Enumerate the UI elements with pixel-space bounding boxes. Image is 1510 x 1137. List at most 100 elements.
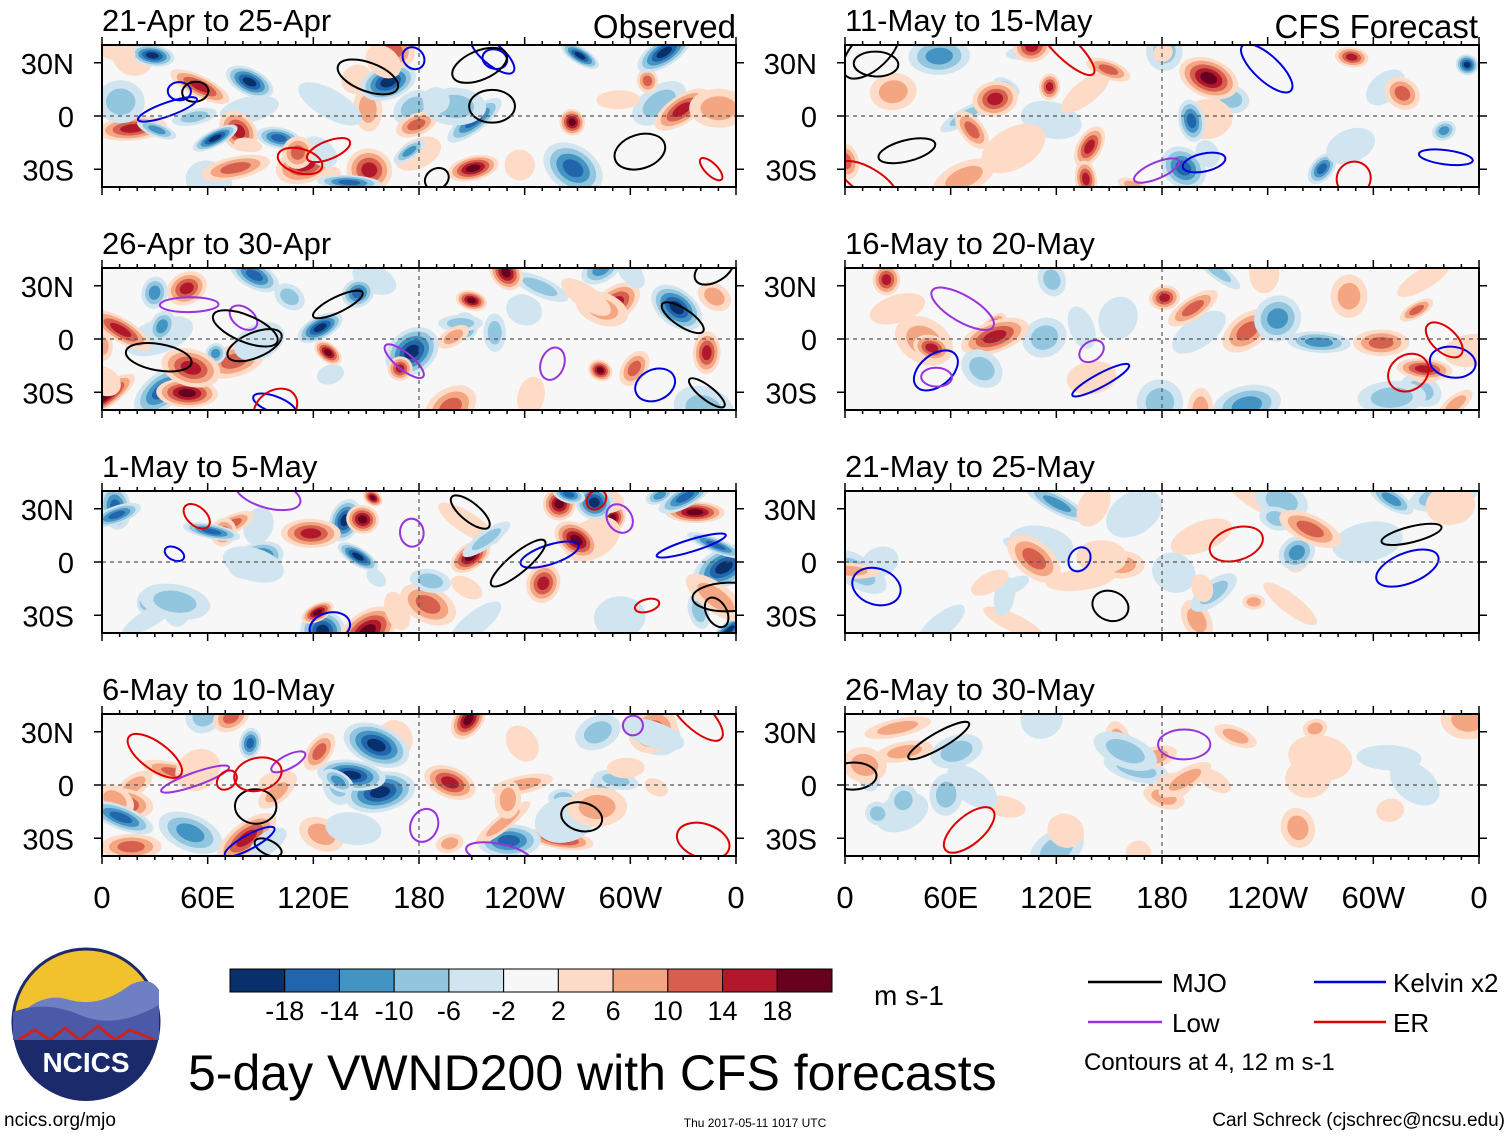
anomaly-shading xyxy=(987,92,1004,106)
anomaly-shading xyxy=(1200,72,1218,85)
anomaly-shading xyxy=(1181,300,1205,317)
anomaly-shading xyxy=(422,87,450,114)
anomaly-shading xyxy=(1020,714,1063,739)
wave-contour xyxy=(1380,522,1443,547)
colorbar: -18 -14 -10 -6 -2 2 6 10 14 18 xyxy=(229,968,833,1026)
anomaly-shading xyxy=(312,609,323,616)
units-label: m s-1 xyxy=(874,980,944,1011)
anomaly-shading xyxy=(1045,82,1054,92)
anomaly-shading xyxy=(178,388,196,398)
wave-contour xyxy=(703,596,730,629)
colorbar-swatch xyxy=(284,968,340,993)
anomaly-shading xyxy=(331,775,345,787)
wave-contour xyxy=(920,366,953,388)
anomaly-shading xyxy=(983,606,1044,633)
x-tick-label: 0 xyxy=(1470,880,1487,915)
anomaly-shading xyxy=(233,322,285,361)
anomaly-shading xyxy=(1409,304,1425,316)
anomaly-shading xyxy=(338,179,361,186)
footer-url[interactable]: ncics.org/mjo xyxy=(4,1110,116,1131)
wave-contour xyxy=(845,160,898,187)
wave-contour xyxy=(666,714,724,742)
wave-contour xyxy=(912,349,959,392)
anomaly-shading xyxy=(110,322,132,338)
anomaly-shading xyxy=(704,287,725,306)
anomaly-shading xyxy=(596,90,641,110)
anomaly-shading xyxy=(574,51,586,60)
anomaly-shading xyxy=(148,125,166,135)
wave-contour xyxy=(1417,148,1474,167)
anomaly-shading xyxy=(358,94,377,123)
anomaly-shading xyxy=(1332,521,1403,563)
colorbar-swatch xyxy=(393,968,450,993)
wave-contour xyxy=(1078,339,1105,364)
anomaly-shading xyxy=(298,82,362,126)
anomaly-shading xyxy=(1231,396,1262,410)
anomaly-shading xyxy=(313,323,327,333)
anomaly-shading xyxy=(236,829,257,848)
x-tick-label: 0 xyxy=(727,880,744,915)
anomaly-shading xyxy=(845,565,868,576)
anomaly-shading xyxy=(583,721,612,744)
wave-contour xyxy=(398,517,425,548)
anomaly-shading xyxy=(964,121,980,139)
wave-contour xyxy=(1037,45,1096,77)
wave-contour xyxy=(160,764,231,794)
anomaly-shading xyxy=(1047,813,1085,848)
anomaly-shading xyxy=(487,320,502,345)
footer-credit: Carl Schreck (cjschrec@ncsu.edu) xyxy=(1212,1110,1505,1131)
wave-contour xyxy=(660,301,705,335)
anomaly-shading xyxy=(1045,568,1115,592)
anomaly-shading xyxy=(467,297,476,304)
anomaly-shading xyxy=(588,497,600,508)
colorbar-swatch xyxy=(503,968,559,993)
anomaly-shading xyxy=(1126,840,1152,856)
anomaly-shading xyxy=(1152,552,1196,593)
wave-contour xyxy=(401,46,426,71)
anomaly-shading xyxy=(465,164,481,173)
anomaly-shading xyxy=(869,293,926,325)
anomaly-shading xyxy=(1084,139,1095,154)
anomaly-shading xyxy=(446,318,475,329)
wave-contour xyxy=(305,137,352,164)
anomaly-shading xyxy=(969,356,995,381)
anomaly-shading xyxy=(1098,64,1119,75)
anomaly-shading xyxy=(1438,126,1450,136)
x-tick-label: 120W xyxy=(484,880,566,915)
anomaly-shading xyxy=(407,118,426,131)
wave-contour xyxy=(215,769,238,791)
wave-contour xyxy=(226,328,283,363)
anomaly-shading xyxy=(1222,728,1249,744)
wave-contour xyxy=(451,46,509,84)
y-tick-label: 30N xyxy=(764,272,817,304)
anomaly-shading xyxy=(592,268,611,277)
anomaly-shading xyxy=(271,134,287,142)
anomaly-shading xyxy=(869,806,886,821)
anomaly-shading xyxy=(316,624,330,633)
anomaly-shading xyxy=(1202,268,1232,283)
anomaly-shading xyxy=(1067,306,1096,349)
y-tick-label: 30N xyxy=(21,718,74,750)
wave-contour xyxy=(211,309,279,348)
anomaly-shading xyxy=(916,604,965,633)
anomaly-shading xyxy=(449,601,502,633)
panel-period-label: 11-May to 15-May xyxy=(845,3,1093,38)
anomaly-shading xyxy=(415,595,441,614)
anomaly-shading xyxy=(280,288,299,306)
anomaly-shading xyxy=(102,365,121,397)
anomaly-shading xyxy=(596,367,604,374)
colorbar-tick-label: 14 xyxy=(708,996,738,1026)
legend-label-kelvin: Kelvin x2 xyxy=(1393,968,1499,998)
x-tick-label: 120W xyxy=(1227,880,1309,915)
anomaly-shading xyxy=(877,720,919,735)
colorbar-swatch xyxy=(338,968,395,993)
wave-contour xyxy=(1335,160,1372,187)
anomaly-shading xyxy=(644,778,669,797)
wave-contour xyxy=(1375,548,1440,588)
x-tick-label: 60W xyxy=(598,880,662,915)
wave-contour xyxy=(423,167,450,187)
wave-contour xyxy=(336,58,400,96)
anomaly-shading xyxy=(1098,296,1138,341)
wave-contour xyxy=(613,132,667,171)
wave-contour xyxy=(253,837,283,856)
